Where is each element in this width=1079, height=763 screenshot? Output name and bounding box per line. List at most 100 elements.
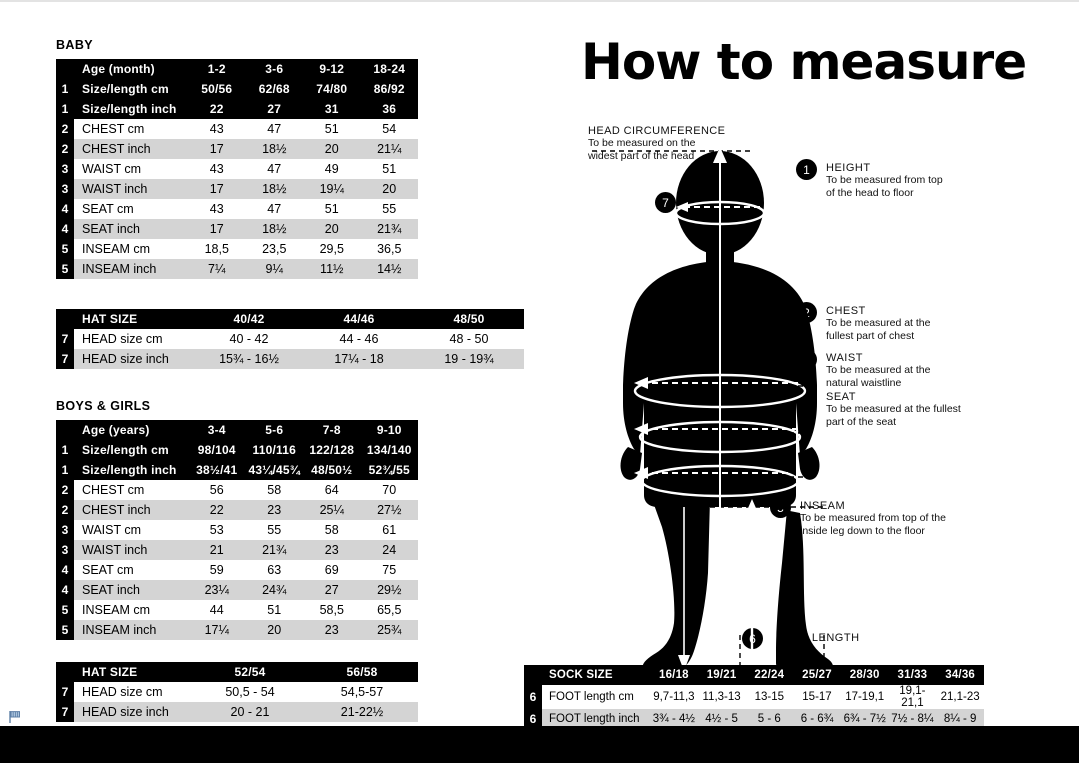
table-row: 6 FOOT length cm 9,7-11,3 11,3-13 13-15 15-17… — [524, 685, 984, 709]
boys-girls-hat-table: HAT SIZE 52/54 56/58 7 HEAD size cm 50,5 - 54… — [56, 662, 418, 722]
row-index: 1 — [56, 79, 74, 99]
row-value: 23¼ — [188, 580, 246, 600]
annotation-title: INSEAM — [800, 500, 846, 512]
row-value: 50,5 - 54 — [194, 682, 306, 702]
row-value: 54 — [360, 119, 418, 139]
annotation-height: HEIGHT To be measured from top of the he… — [826, 162, 943, 200]
column-header-value: 19/21 — [697, 665, 746, 685]
row-value: 51 — [245, 600, 303, 620]
column-header-value: 44/46 — [304, 309, 414, 329]
boys-girls-size-table: Age (years) 3-4 5-6 7-8 9-10 1 Size/length cm 9… — [56, 420, 418, 640]
height-arrow — [713, 147, 727, 671]
inseam-arrow — [745, 499, 759, 677]
baby-hat-table-body: HAT SIZE 40/42 44/46 48/50 7 HEAD size cm 40 -… — [56, 309, 524, 369]
row-value: 47 — [245, 119, 303, 139]
table-row: 5 INSEAM cm 18,5 23,5 29,5 36,5 — [56, 239, 418, 259]
column-header-value: 9-10 — [360, 420, 418, 440]
annotation-desc-line1: To be measured at the — [826, 364, 931, 376]
row-label: SEAT cm — [74, 199, 188, 219]
row-label: HEAD size cm — [74, 682, 194, 702]
table-row: 7 HEAD size inch 15¾ - 16½ 17¼ - 18 19 - 19¾ — [56, 349, 524, 369]
row-value: 63 — [245, 560, 303, 580]
bottom-bar — [0, 726, 1079, 763]
row-value: 18½ — [245, 139, 303, 159]
row-value: 36 — [360, 99, 418, 119]
boys-girls-table-body: Age (years) 3-4 5-6 7-8 9-10 1 Size/length cm 9… — [56, 420, 418, 640]
table-header-row: HAT SIZE 40/42 44/46 48/50 — [56, 309, 524, 329]
baby-hat-table: HAT SIZE 40/42 44/46 48/50 7 HEAD size cm 40 -… — [56, 309, 524, 369]
annotation-desc-line2: natural waistline — [826, 377, 902, 389]
row-label: FOOT length cm — [542, 685, 651, 709]
row-value: 31 — [303, 99, 361, 119]
table-header-row: SOCK SIZE 16/18 19/21 22/24 25/27 28/30 31/33 3… — [524, 665, 984, 685]
table-row: 3 WAIST cm 43 47 49 51 — [56, 159, 418, 179]
sock-size-table: SOCK SIZE 16/18 19/21 22/24 25/27 28/30 31/33 3… — [524, 665, 984, 729]
row-value: 20 - 21 — [194, 702, 306, 722]
row-value: 75 — [360, 560, 418, 580]
row-index: 7 — [56, 349, 74, 369]
table-row: 1 Size/length inch 22 27 31 36 — [56, 99, 418, 119]
row-value: 13-15 — [745, 685, 794, 709]
row-index: 4 — [56, 580, 74, 600]
row-label: CHEST inch — [74, 139, 188, 159]
column-header-label: HAT SIZE — [74, 662, 194, 682]
row-value: 6¾ - 7½ — [840, 709, 889, 729]
row-value: 51 — [303, 199, 361, 219]
row-label: Size/length inch — [74, 99, 188, 119]
annotation-title: WAIST — [826, 352, 863, 364]
row-label: CHEST inch — [74, 500, 188, 520]
row-value: 40 - 42 — [194, 329, 304, 349]
annotation-desc-line1: To be measured from top — [826, 174, 943, 186]
column-header-value: 1-2 — [188, 59, 246, 79]
annotation-desc-line2: of the head to floor — [826, 187, 914, 199]
marker-1: 1 — [796, 159, 817, 180]
row-value: 20 — [360, 179, 418, 199]
page-title: How to measure — [581, 33, 1027, 91]
row-index: 3 — [56, 520, 74, 540]
column-header-value: 9-12 — [303, 59, 361, 79]
annotation-inseam: INSEAM To be measured from top of the in… — [800, 500, 946, 538]
table-row: 4 SEAT inch 17 18½ 20 21¾ — [56, 219, 418, 239]
column-header-value: 52/54 — [194, 662, 306, 682]
row-value: 70 — [360, 480, 418, 500]
row-value: 21¼ — [360, 139, 418, 159]
row-value: 49 — [303, 159, 361, 179]
row-index: 7 — [56, 329, 74, 349]
row-value: 43 — [188, 119, 246, 139]
row-index: 6 — [524, 685, 542, 709]
row-value: 52¾/55 — [360, 460, 418, 480]
row-label: WAIST cm — [74, 520, 188, 540]
row-value: 5 - 6 — [745, 709, 794, 729]
row-value: 22 — [188, 500, 246, 520]
row-value: 11½ — [303, 259, 361, 279]
row-value: 65,5 — [360, 600, 418, 620]
row-value: 20 — [245, 620, 303, 640]
row-label: Size/length cm — [74, 440, 188, 460]
row-value: 58 — [245, 480, 303, 500]
spacer — [56, 369, 536, 399]
row-value: 47 — [245, 199, 303, 219]
annotation-chest: CHEST To be measured at the fullest part… — [826, 305, 930, 343]
row-index: 7 — [56, 702, 74, 722]
column-header-value: 16/18 — [650, 665, 698, 685]
flag-icon[interactable] — [8, 710, 22, 724]
table-row: 3 WAIST cm 53 55 58 61 — [56, 520, 418, 540]
table-row: 4 SEAT cm 59 63 69 75 — [56, 560, 418, 580]
size-tables-column: BABY Age (month) 1-2 3-6 9-12 18-24 1 Size/len… — [56, 38, 536, 722]
column-header-value: 48/50 — [414, 309, 524, 329]
top-divider — [0, 0, 1079, 2]
row-value: 36,5 — [360, 239, 418, 259]
boys-girls-section-title: BOYS & GIRLS — [56, 399, 151, 413]
row-label: CHEST cm — [74, 480, 188, 500]
row-index: 6 — [524, 709, 542, 729]
row-value: 51 — [303, 119, 361, 139]
annotation-seat: SEAT To be measured at the fullest part … — [826, 391, 961, 429]
row-label: INSEAM inch — [74, 620, 188, 640]
annotation-title: HEAD CIRCUMFERENCE — [588, 125, 726, 137]
row-index: 3 — [56, 540, 74, 560]
row-value: 23 — [303, 620, 361, 640]
table-row: 1 Size/length cm 50/56 62/68 74/80 86/92 — [56, 79, 418, 99]
table-header-row: Age (years) 3-4 5-6 7-8 9-10 — [56, 420, 418, 440]
table-row: 5 INSEAM cm 44 51 58,5 65,5 — [56, 600, 418, 620]
